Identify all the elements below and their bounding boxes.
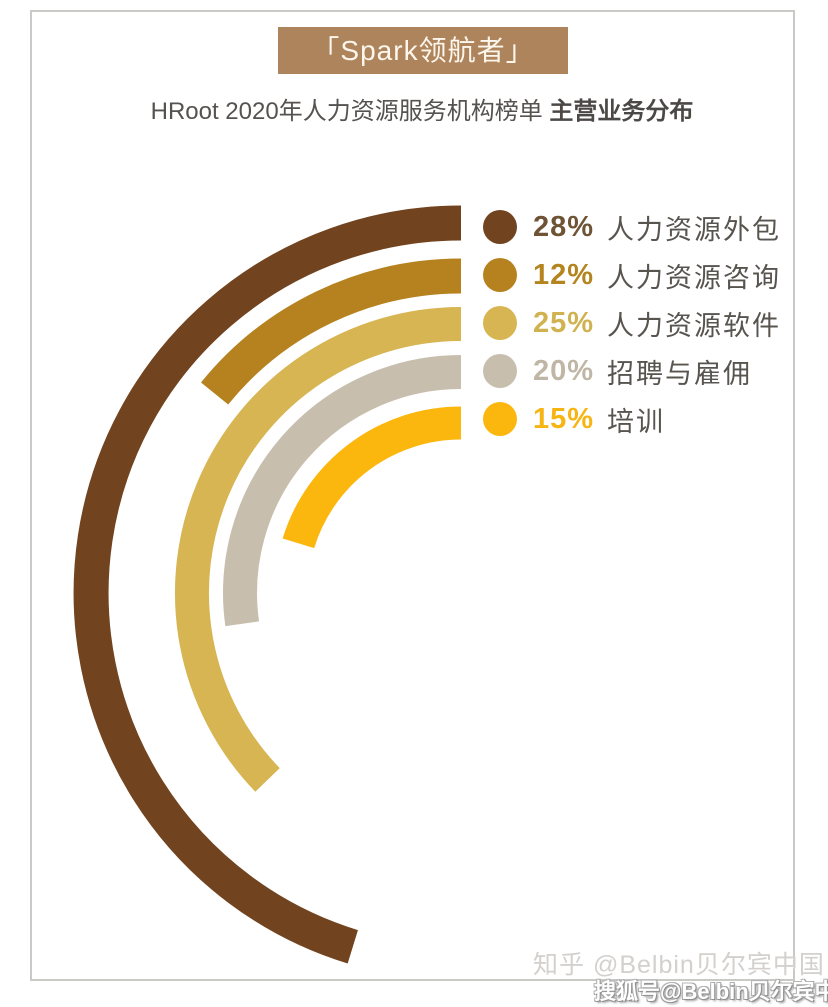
chart-title: HRoot 2020年人力资源服务机构榜单 主营业务分布 <box>0 91 828 126</box>
chart-title-bold: 主营业务分布 <box>549 98 694 125</box>
watermark-sohu: 搜狐号@Belbin贝尔宾中国 <box>594 979 828 1004</box>
watermark-zhihu: 知乎 @Belbin贝尔宾中国 <box>533 951 825 979</box>
arc-人力资源软件 <box>175 307 462 792</box>
arc-人力资源咨询 <box>201 258 462 405</box>
arc-人力资源外包 <box>73 205 462 964</box>
arc-招聘与雇佣 <box>223 355 462 627</box>
arc-培训 <box>282 406 462 549</box>
chart-frame-border <box>30 10 795 981</box>
chart-title-prefix: HRoot 2020年人力资源服务机构榜单 <box>150 98 550 125</box>
series-badge: 「Spark领航者」 <box>278 27 568 74</box>
